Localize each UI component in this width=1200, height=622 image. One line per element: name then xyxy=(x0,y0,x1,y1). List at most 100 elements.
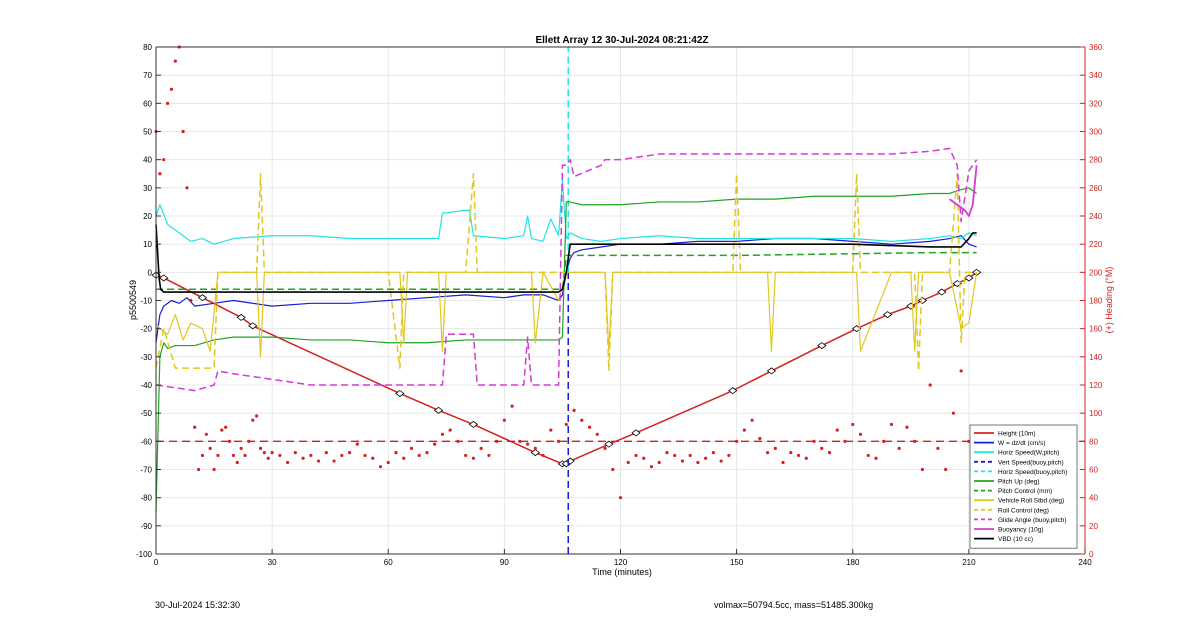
heading-point xyxy=(487,453,491,458)
heading-point xyxy=(742,428,746,432)
height-marker xyxy=(236,313,246,321)
x-tick-label: 90 xyxy=(500,558,509,567)
y-tick-label: -100 xyxy=(136,550,153,559)
heading-point xyxy=(193,425,197,429)
heading-point xyxy=(905,425,909,429)
heading-point xyxy=(224,425,228,429)
y-tick-label: -70 xyxy=(140,466,152,475)
heading-point xyxy=(270,451,274,455)
x-tick-label: 30 xyxy=(268,558,277,567)
heading-point xyxy=(758,436,762,441)
heading-point xyxy=(402,456,406,460)
heading-point xyxy=(951,411,955,415)
x-tick-label: 180 xyxy=(846,558,860,567)
heading-point xyxy=(773,446,777,450)
heading-point xyxy=(727,453,731,458)
heading-point xyxy=(471,456,476,460)
heading-point xyxy=(316,459,321,463)
heading-point xyxy=(913,439,917,443)
heading-point xyxy=(920,467,925,472)
heading-point xyxy=(425,451,429,455)
y-tick-label: -80 xyxy=(140,494,152,503)
y-tick-label: 0 xyxy=(148,268,153,277)
height-marker xyxy=(964,274,974,282)
heading-point xyxy=(479,446,483,450)
heading-point xyxy=(928,383,932,387)
heading-point xyxy=(258,446,263,450)
heading-point xyxy=(255,414,259,418)
heading-point xyxy=(169,87,174,91)
legend-label: Horiz Speed(buoy,pitch) xyxy=(998,469,1067,476)
heading-point xyxy=(227,439,232,443)
heading-point xyxy=(642,456,646,460)
x-tick-label: 60 xyxy=(384,558,393,567)
heading-point xyxy=(603,446,607,450)
y2-tick-label: 100 xyxy=(1089,409,1103,418)
heading-point xyxy=(572,408,576,412)
y-axis-label: p5500549 xyxy=(128,280,138,320)
height-marker xyxy=(631,429,641,437)
y2-tick-label: 120 xyxy=(1089,381,1103,390)
height-marker xyxy=(728,387,738,395)
heading-point xyxy=(231,453,236,458)
series-line-10 xyxy=(948,165,978,217)
heading-point xyxy=(301,456,305,460)
heading-point xyxy=(347,451,352,455)
legend-label: Roll Control (deg) xyxy=(998,507,1049,514)
heading-point xyxy=(704,456,708,460)
x-tick-label: 0 xyxy=(154,558,159,567)
y2-tick-label: 160 xyxy=(1089,325,1103,334)
heading-point xyxy=(541,453,545,458)
heading-point xyxy=(324,451,328,455)
y2-tick-label: 260 xyxy=(1089,184,1103,193)
heading-point xyxy=(765,451,770,455)
height-marker xyxy=(766,367,777,375)
heading-point xyxy=(626,460,630,465)
y2-tick-label: 20 xyxy=(1089,522,1098,531)
heading-point xyxy=(843,439,847,443)
heading-point xyxy=(587,425,592,429)
y2-tick-label: 40 xyxy=(1089,494,1098,503)
heading-point xyxy=(897,446,901,450)
x-tick-label: 150 xyxy=(730,558,744,567)
series-line-7 xyxy=(155,271,978,358)
heading-point xyxy=(448,428,452,432)
heading-point xyxy=(247,439,251,443)
heading-point xyxy=(518,439,522,443)
heading-point xyxy=(595,432,599,436)
y-tick-label: 30 xyxy=(143,184,152,193)
heading-point xyxy=(212,467,216,472)
y-tick-label: 70 xyxy=(143,71,152,80)
heading-point xyxy=(556,439,561,443)
heading-point xyxy=(204,432,208,436)
height-marker xyxy=(882,311,893,319)
heading-point xyxy=(688,453,692,458)
heading-point xyxy=(386,460,390,465)
heading-point xyxy=(696,460,700,465)
height-marker xyxy=(604,440,614,448)
heading-point xyxy=(456,439,460,443)
heading-point xyxy=(680,459,685,463)
heading-point xyxy=(711,451,716,455)
heading-point xyxy=(371,456,375,460)
height-marker xyxy=(159,274,169,282)
series-line-8 xyxy=(155,173,977,372)
legend-label: Horiz Speed(W,pitch) xyxy=(998,450,1059,457)
heading-point xyxy=(243,453,247,458)
series-line-9 xyxy=(155,147,978,392)
heading-point xyxy=(286,460,290,465)
heading-point xyxy=(634,453,638,458)
heading-point xyxy=(278,453,282,458)
heading-point xyxy=(173,59,177,63)
heading-point xyxy=(220,428,224,432)
heading-point xyxy=(789,451,793,455)
legend-label: Buoyancy (10g) xyxy=(998,527,1044,534)
y-tick-label: 10 xyxy=(143,240,152,249)
height-marker xyxy=(395,389,405,397)
heading-point xyxy=(293,451,297,455)
heading-point xyxy=(936,446,940,450)
heading-point xyxy=(959,369,963,373)
heading-point xyxy=(409,446,414,450)
heading-point xyxy=(580,418,584,422)
